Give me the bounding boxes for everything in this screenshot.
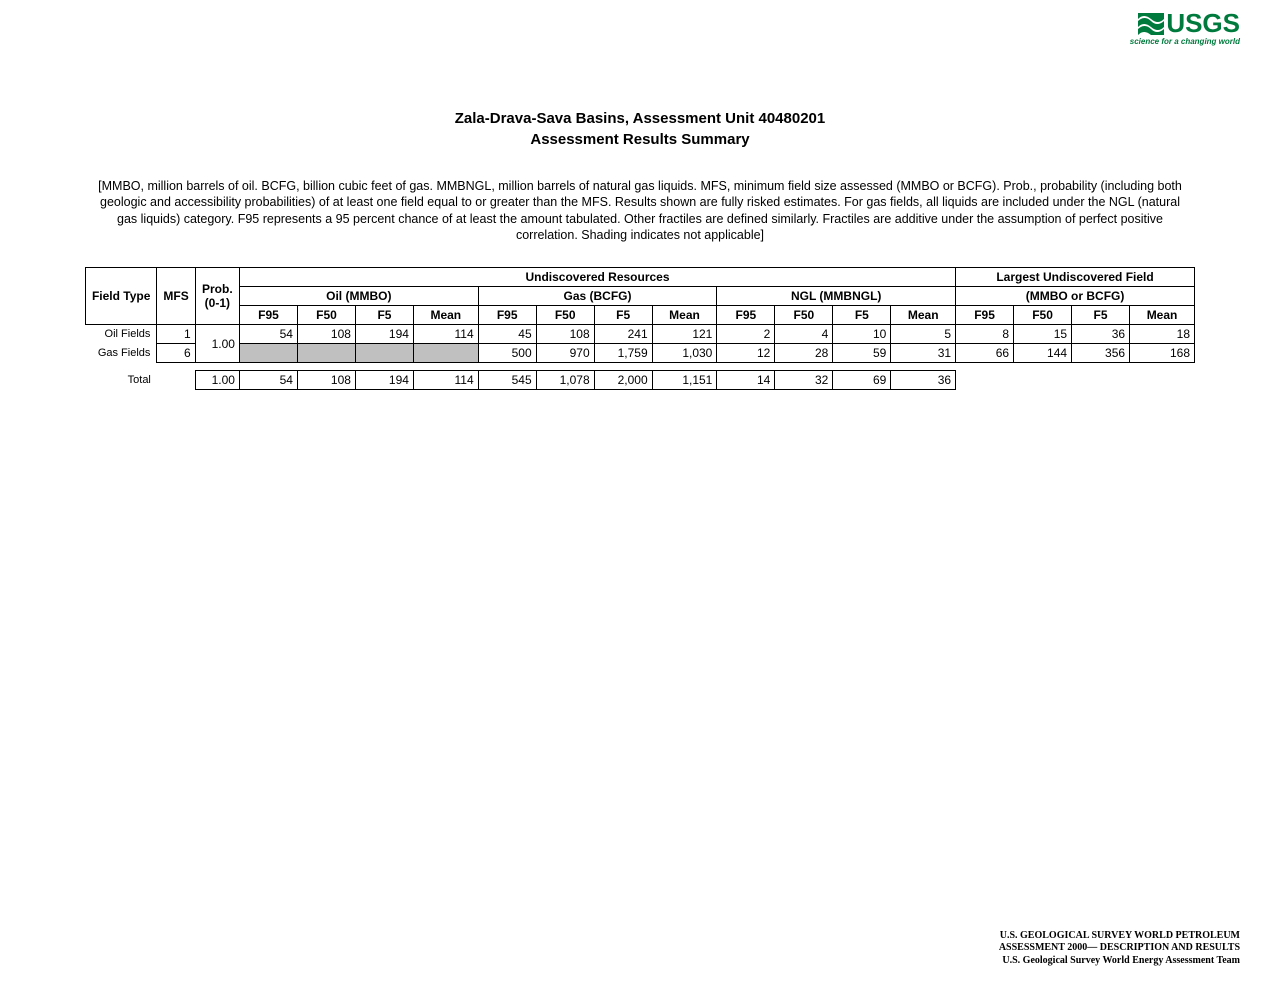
cell: 1,759 — [594, 344, 652, 363]
cell: 15 — [1014, 325, 1072, 344]
cell: 144 — [1014, 344, 1072, 363]
cell-mfs-gas: 6 — [157, 344, 195, 363]
th-mean: Mean — [413, 306, 478, 325]
cell: 1,151 — [652, 371, 717, 390]
cell: 14 — [717, 371, 775, 390]
cell: 108 — [536, 325, 594, 344]
cell: 108 — [297, 371, 355, 390]
th-f95: F95 — [717, 306, 775, 325]
th-largest-unit: (MMBO or BCFG) — [956, 287, 1195, 306]
th-mean: Mean — [652, 306, 717, 325]
cell: 28 — [775, 344, 833, 363]
th-undiscovered: Undiscovered Resources — [239, 268, 955, 287]
cell-shaded — [297, 344, 355, 363]
th-f50: F50 — [1014, 306, 1072, 325]
cell: 59 — [833, 344, 891, 363]
cell: 1,078 — [536, 371, 594, 390]
cell: 194 — [355, 371, 413, 390]
th-largest: Largest Undiscovered Field — [956, 268, 1195, 287]
th-f50: F50 — [536, 306, 594, 325]
th-gas: Gas (BCFG) — [478, 287, 717, 306]
cell: 2,000 — [594, 371, 652, 390]
cell-prob: 1.00 — [195, 325, 239, 363]
th-prob: Prob. (0-1) — [195, 268, 239, 325]
cell: 500 — [478, 344, 536, 363]
spacer — [86, 363, 1195, 371]
cell: 356 — [1072, 344, 1130, 363]
th-f5: F5 — [833, 306, 891, 325]
usgs-logo-text: USGS — [1166, 8, 1240, 39]
cell: 69 — [833, 371, 891, 390]
cell-shaded — [355, 344, 413, 363]
usgs-tagline: science for a changing world — [1130, 37, 1240, 46]
table-row-total: Total 1.00 54 108 194 114 545 1,078 2,00… — [86, 371, 1195, 390]
cell: 241 — [594, 325, 652, 344]
page-subtitle: Assessment Results Summary — [85, 131, 1195, 148]
cell-shaded — [239, 344, 297, 363]
cell: 32 — [775, 371, 833, 390]
results-table: Field Type MFS Prob. (0-1) Undiscovered … — [85, 267, 1195, 390]
th-mean: Mean — [891, 306, 956, 325]
cell: 8 — [956, 325, 1014, 344]
cell: 5 — [891, 325, 956, 344]
th-f50: F50 — [775, 306, 833, 325]
cell: 108 — [297, 325, 355, 344]
page-title: Zala-Drava-Sava Basins, Assessment Unit … — [85, 110, 1195, 127]
th-mean: Mean — [1130, 306, 1195, 325]
th-ngl: NGL (MMBNGL) — [717, 287, 956, 306]
row-label-total: Total — [86, 371, 157, 390]
cell-empty — [157, 371, 195, 390]
th-f5: F5 — [1072, 306, 1130, 325]
footer-line2: ASSESSMENT 2000— DESCRIPTION AND RESULTS — [999, 942, 1240, 955]
th-f95: F95 — [956, 306, 1014, 325]
cell: 54 — [239, 325, 297, 344]
cell-shaded — [413, 344, 478, 363]
cell: 1,030 — [652, 344, 717, 363]
table-row-gas-fields: Gas Fields 6 500 970 1,759 1,030 12 28 5… — [86, 344, 1195, 363]
th-f50: F50 — [297, 306, 355, 325]
main-content: Zala-Drava-Sava Basins, Assessment Unit … — [85, 110, 1195, 390]
cell: 10 — [833, 325, 891, 344]
cell: 121 — [652, 325, 717, 344]
th-mfs: MFS — [157, 268, 195, 325]
cell-mfs-oil: 1 — [157, 325, 195, 344]
cell: 36 — [891, 371, 956, 390]
cell: 36 — [1072, 325, 1130, 344]
cell: 66 — [956, 344, 1014, 363]
row-label-oil: Oil Fields — [86, 325, 157, 344]
th-f5: F5 — [594, 306, 652, 325]
footer-line3: U.S. Geological Survey World Energy Asse… — [999, 955, 1240, 968]
footer: U.S. GEOLOGICAL SURVEY WORLD PETROLEUM A… — [999, 930, 1240, 968]
cell: 12 — [717, 344, 775, 363]
footer-line1: U.S. GEOLOGICAL SURVEY WORLD PETROLEUM — [999, 930, 1240, 943]
cell: 970 — [536, 344, 594, 363]
cell: 18 — [1130, 325, 1195, 344]
row-label-gas: Gas Fields — [86, 344, 157, 363]
th-field-type: Field Type — [86, 268, 157, 325]
th-f5: F5 — [355, 306, 413, 325]
cell: 114 — [413, 371, 478, 390]
cell: 194 — [355, 325, 413, 344]
cell: 4 — [775, 325, 833, 344]
table-row-oil-fields: Oil Fields 1 1.00 54 108 194 114 45 108 … — [86, 325, 1195, 344]
cell: 31 — [891, 344, 956, 363]
cell: 54 — [239, 371, 297, 390]
cell: 45 — [478, 325, 536, 344]
usgs-logo: USGS science for a changing world — [1130, 8, 1240, 46]
th-oil: Oil (MMBO) — [239, 287, 478, 306]
th-f95: F95 — [478, 306, 536, 325]
cell: 114 — [413, 325, 478, 344]
table-header: Field Type MFS Prob. (0-1) Undiscovered … — [86, 268, 1195, 325]
usgs-logo-mark: USGS — [1130, 8, 1240, 39]
th-f95: F95 — [239, 306, 297, 325]
cell: 168 — [1130, 344, 1195, 363]
cell: 2 — [717, 325, 775, 344]
cell: 545 — [478, 371, 536, 390]
legend-text: [MMBO, million barrels of oil. BCFG, bil… — [93, 178, 1187, 243]
cell-empty — [956, 371, 1195, 390]
usgs-wave-icon — [1138, 13, 1164, 35]
cell-prob-total: 1.00 — [195, 371, 239, 390]
